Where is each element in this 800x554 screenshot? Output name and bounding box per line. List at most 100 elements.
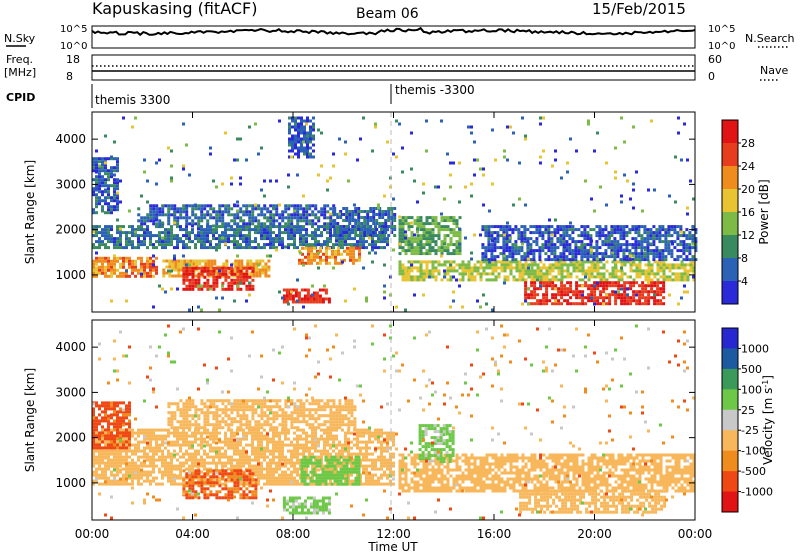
power-cell [206,269,210,273]
power-cell [647,263,651,267]
power-cell [443,225,447,229]
power-cell [571,249,575,253]
power-cell [410,263,413,267]
power-cell [502,237,506,241]
power-cell [216,268,220,272]
power-cell [586,231,590,235]
velocity-cell [209,434,212,438]
power-cell [530,284,534,288]
power-cell [182,243,185,247]
power-cell [305,122,308,126]
power-cell [581,299,585,303]
power-cell [625,258,629,262]
velocity-cell [194,449,197,453]
power-cell [288,131,291,135]
power-cell [407,266,411,270]
velocity-cell [254,467,257,471]
power-cell [650,278,654,282]
power-cell [599,275,603,279]
power-cell [532,255,536,259]
power-cell [383,240,386,244]
power-cell [95,225,98,229]
power-cell [410,278,414,282]
power-cell [198,259,202,263]
power-cell [508,252,512,256]
power-cell [245,158,248,162]
power-cell [304,255,307,259]
power-cell [428,243,432,247]
power-cell [291,288,295,292]
power-cell [336,222,340,225]
power-cell [215,248,218,252]
power-cell [290,228,293,232]
velocity-cell [176,443,179,447]
velocity-cell [269,464,272,468]
power-cell [212,210,216,214]
power-cell [629,197,632,201]
velocity-cell [200,470,203,474]
power-cell [98,160,101,164]
power-cell [383,237,386,241]
power-cell [174,259,178,263]
power-cell [593,275,597,279]
velocity-cell [266,461,269,465]
power-cell [643,225,647,229]
power-cell [176,237,179,241]
power-cell [650,284,654,288]
power-cell [646,252,650,256]
power-cell [476,260,480,264]
power-cell [629,254,632,258]
power-cell [263,243,266,247]
power-cell [404,249,408,253]
power-cell [302,263,305,267]
power-cell [303,128,306,132]
power-cell [248,216,252,220]
power-cell [345,210,349,213]
power-cell [611,272,615,276]
power-cell [535,237,539,241]
velocity-cell [239,458,242,462]
power-cell [341,234,344,238]
freq-tick-bottom: 8 [66,70,73,83]
power-cell [526,249,530,253]
power-cell [410,240,414,244]
power-cell [110,166,113,170]
power-cell [300,131,303,135]
power-cell [629,260,633,264]
velocity-cell [155,443,158,447]
power-cell [360,228,364,231]
power-cell [571,237,575,241]
power-cell [182,275,186,279]
power-cell [506,275,510,279]
power-cell [359,243,362,247]
power-cell [371,149,374,153]
power-cell [613,240,617,244]
power-cell [614,272,618,276]
power-cell [694,246,698,250]
power-cell [577,246,581,250]
power-cell [300,122,303,126]
power-cell [646,246,650,250]
power-cell [509,272,513,276]
velocity-cell [101,428,104,432]
power-cell [614,296,618,300]
power-cell [617,278,621,282]
power-cell [384,219,388,222]
power-cell [134,268,137,272]
power-cell [608,281,612,285]
velocity-cell [104,482,107,486]
velocity-cell [275,431,278,435]
power-cell [374,225,377,229]
power-cell [449,231,453,235]
power-cell [473,266,477,270]
power-cell [146,262,149,266]
power-cell [317,219,321,223]
velocity-cell [182,431,185,435]
power-cell [284,222,288,226]
velocity-cell [182,443,185,447]
power-cell [401,246,405,250]
power-cell [431,249,435,253]
power-cell [598,234,602,238]
power-cell [324,288,328,292]
power-cell [221,182,224,186]
